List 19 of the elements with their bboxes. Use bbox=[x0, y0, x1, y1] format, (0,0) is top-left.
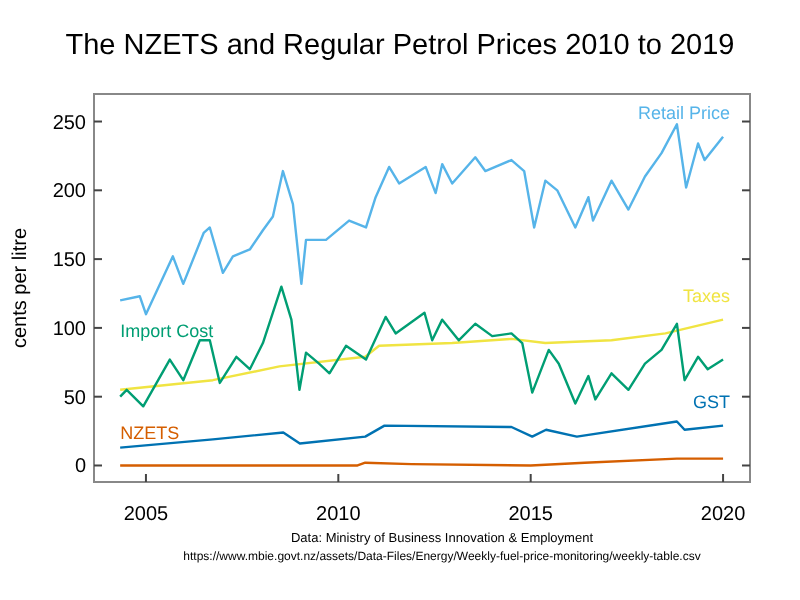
line-series bbox=[118, 420, 725, 449]
series-label: NZETS bbox=[120, 423, 180, 444]
y-tick-label: 150 bbox=[52, 250, 87, 273]
y-tick-label: 250 bbox=[52, 112, 87, 135]
series-label: Taxes bbox=[682, 285, 731, 306]
series-label: GST bbox=[692, 391, 731, 412]
series-label: Import Cost bbox=[120, 320, 215, 341]
y-tick-label: 200 bbox=[52, 181, 87, 204]
y-tick-label: 100 bbox=[52, 318, 87, 341]
x-tick-label: 2005 bbox=[123, 504, 170, 526]
x-tick-label: 2010 bbox=[316, 504, 362, 526]
chart-title: The NZETS and Regular Petrol Prices 2010 to 2019 bbox=[65, 30, 735, 62]
series-label: Retail Price bbox=[637, 102, 730, 123]
line-series bbox=[118, 318, 725, 392]
x-tick-label: 2020 bbox=[700, 504, 747, 526]
y-tick-label: 0 bbox=[74, 456, 87, 479]
y-tick-label: 50 bbox=[63, 387, 87, 410]
y-axis-title: cents per litre bbox=[10, 227, 32, 349]
x-tick-label: 2015 bbox=[508, 504, 554, 526]
